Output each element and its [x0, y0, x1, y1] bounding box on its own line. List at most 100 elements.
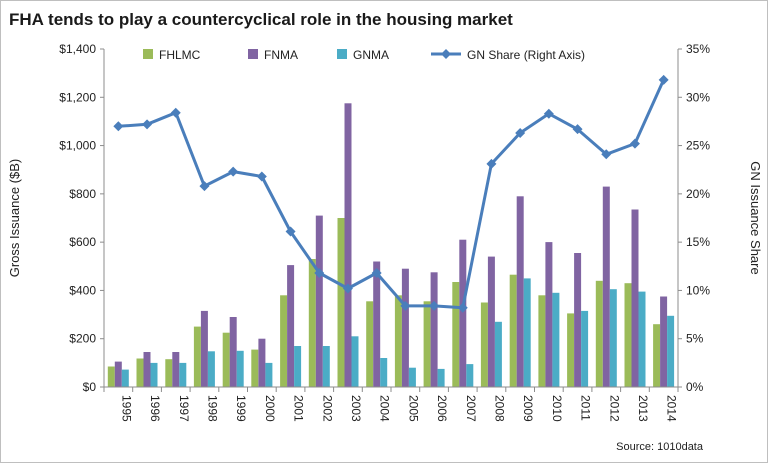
source-note: Source: 1010data — [616, 441, 704, 453]
bar — [280, 295, 288, 387]
bar — [150, 362, 158, 387]
bar — [143, 352, 151, 387]
right-tick-label: 5% — [686, 332, 704, 346]
x-tick-label: 2011 — [579, 395, 593, 421]
bar — [452, 282, 460, 387]
x-tick-label: 1998 — [205, 395, 219, 422]
bar — [394, 295, 402, 387]
series-gnma — [121, 278, 675, 387]
right-tick-label: 25% — [686, 139, 710, 153]
series-fhlmc — [107, 218, 661, 387]
gn-share-marker — [142, 119, 153, 130]
legend-label: GNMA — [353, 48, 389, 62]
x-tick-label: 2006 — [435, 395, 449, 422]
right-tick-label: 0% — [686, 380, 704, 394]
bar — [136, 358, 144, 387]
left-tick-label: $400 — [69, 283, 96, 297]
bar — [624, 283, 632, 387]
bar — [344, 103, 352, 388]
bar — [229, 317, 237, 387]
x-tick-label: 1995 — [119, 395, 133, 422]
x-tick-label: 2012 — [607, 395, 621, 422]
gn-share-marker — [285, 226, 296, 237]
bar — [538, 295, 546, 387]
legend-item: GN Share (Right Axis) — [431, 48, 585, 62]
right-tick-label: 20% — [686, 187, 710, 201]
bar — [545, 242, 553, 387]
bar — [222, 332, 230, 387]
bar — [595, 280, 603, 387]
bar — [107, 366, 115, 387]
bar — [337, 218, 345, 387]
series-fnma — [114, 103, 668, 388]
bar — [408, 367, 416, 387]
bar — [251, 349, 259, 387]
bar — [322, 346, 330, 387]
gn-share-marker — [371, 268, 382, 279]
bar — [207, 351, 215, 387]
gn-share-marker — [342, 283, 353, 294]
bar — [315, 215, 323, 387]
gn-share-marker — [629, 138, 640, 149]
y-right-axis-title: GN Issuance Share — [748, 161, 763, 274]
gn-share-marker — [429, 300, 440, 311]
bar — [480, 302, 488, 387]
right-tick-label: 10% — [686, 283, 710, 297]
x-tick-label: 1999 — [234, 395, 248, 422]
bar — [172, 352, 180, 387]
x-tick-label: 2001 — [292, 395, 306, 422]
gn-share-marker — [486, 158, 497, 169]
legend-item: GNMA — [337, 48, 389, 62]
bar — [114, 361, 122, 387]
left-tick-label: $200 — [69, 332, 96, 346]
bar — [373, 261, 381, 387]
gn-share-marker — [314, 268, 325, 279]
bar — [660, 296, 668, 387]
bar — [638, 291, 646, 387]
left-tick-label: $1,200 — [59, 90, 96, 104]
x-tick-label: 1996 — [148, 395, 162, 422]
bar — [236, 350, 244, 387]
legend-swatch — [143, 49, 153, 59]
bar — [351, 336, 359, 387]
bar — [494, 321, 502, 387]
bar — [401, 268, 409, 387]
x-tick-label: 2002 — [320, 395, 334, 422]
gn-share-marker — [658, 74, 669, 85]
x-tick-label: 2010 — [550, 395, 564, 422]
bar — [609, 289, 617, 387]
right-tick-label: 35% — [686, 42, 710, 56]
bar — [602, 186, 610, 387]
legend-label: FNMA — [264, 48, 298, 62]
bar — [487, 256, 495, 387]
bar — [193, 326, 201, 387]
y-left-axis-title: Gross Issuance ($B) — [7, 159, 22, 278]
gn-share-marker — [572, 124, 583, 135]
gn-share-marker — [199, 181, 210, 192]
x-tick-label: 2013 — [636, 395, 650, 422]
gn-share-line — [118, 79, 665, 310]
gn-share-marker — [601, 149, 612, 160]
bar — [516, 196, 524, 387]
bar — [437, 368, 445, 387]
bar — [667, 315, 675, 387]
bar — [430, 272, 438, 387]
chart-title: FHA tends to play a countercyclical role… — [9, 10, 513, 29]
bar — [423, 301, 431, 387]
gn-share-marker — [515, 128, 526, 139]
legend-swatch — [248, 49, 258, 59]
bar — [121, 369, 129, 387]
legend-item: FNMA — [248, 48, 298, 62]
left-tick-label: $0 — [83, 380, 97, 394]
left-tick-label: $800 — [69, 187, 96, 201]
x-tick-label: 1997 — [177, 395, 191, 422]
x-tick-label: 2009 — [521, 395, 535, 422]
gn-share-marker — [543, 108, 554, 119]
bar — [466, 364, 474, 387]
gn-share-marker — [170, 107, 181, 118]
bar — [581, 310, 589, 387]
gn-share-marker — [256, 171, 267, 182]
x-tick-label: 2014 — [665, 395, 679, 422]
